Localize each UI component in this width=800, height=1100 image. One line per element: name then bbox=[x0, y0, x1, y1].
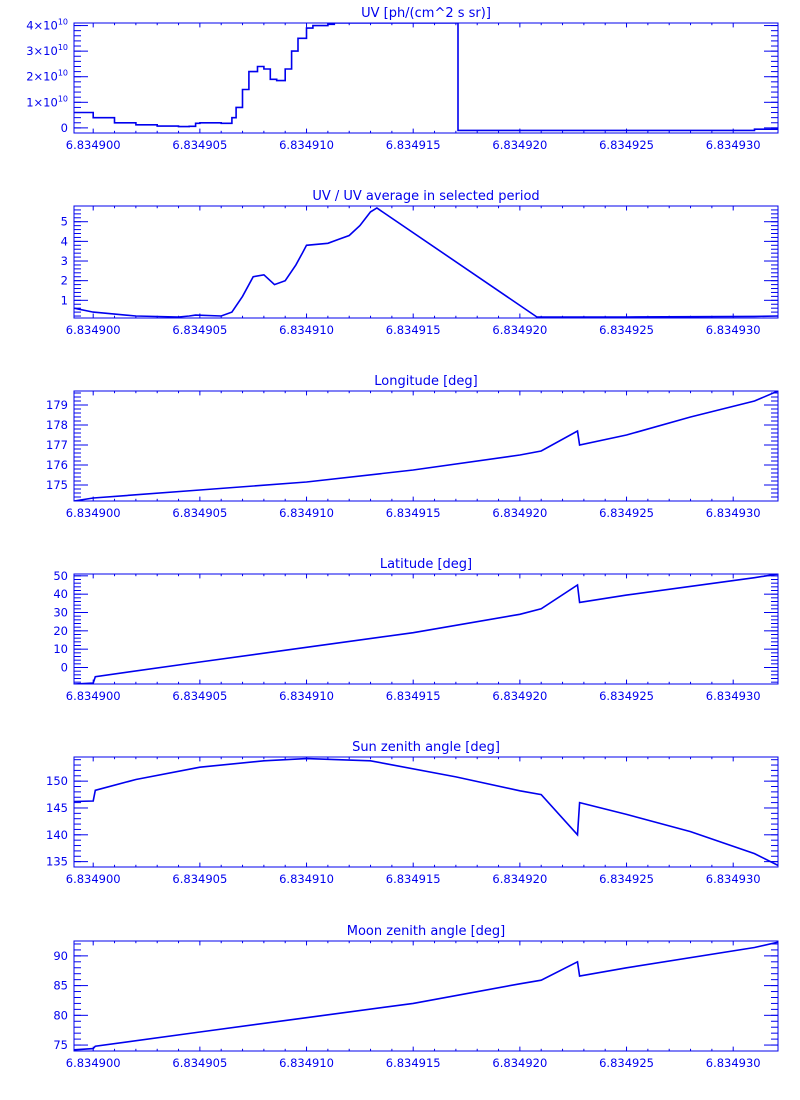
x-tick-label: 6.834910 bbox=[279, 323, 334, 337]
chart-panel-5: Sun zenith angle [deg] 6.834900 6.834905 6.… bbox=[46, 740, 779, 886]
y-tick-label: 4 bbox=[61, 234, 68, 248]
x-tick-label: 6.834910 bbox=[279, 506, 334, 520]
y-tick-label: 90 bbox=[53, 949, 68, 963]
x-tick-label: 6.834900 bbox=[66, 872, 121, 886]
x-tick-label: 6.834930 bbox=[706, 323, 761, 337]
x-tick-label: 6.834905 bbox=[172, 872, 227, 886]
y-tick-label: 80 bbox=[53, 1008, 68, 1022]
series-line-1 bbox=[74, 23, 778, 132]
y-tick-label: 177 bbox=[46, 438, 68, 452]
x-tick-label: 6.834905 bbox=[172, 1056, 227, 1070]
x-tick-label: 6.834930 bbox=[706, 1056, 761, 1070]
chart-title: Longitude [deg] bbox=[374, 374, 477, 389]
x-tick-label: 6.834905 bbox=[172, 689, 227, 703]
x-tick-label: 6.834910 bbox=[279, 689, 334, 703]
x-tick-label: 6.834920 bbox=[492, 872, 547, 886]
plot-frame bbox=[73, 756, 779, 868]
x-tick-label: 6.834900 bbox=[66, 138, 121, 152]
y-tick-label: 75 bbox=[53, 1038, 68, 1052]
x-tick-label: 6.834915 bbox=[386, 323, 441, 337]
y-tick-label: 2×1010 bbox=[26, 69, 68, 84]
series-line-1 bbox=[74, 391, 778, 501]
y-tick-label: 85 bbox=[53, 979, 68, 993]
x-tick-label: 6.834915 bbox=[386, 1056, 441, 1070]
y-tick-label: 178 bbox=[46, 418, 68, 432]
y-tick-label: 10 bbox=[53, 642, 68, 656]
y-tick-label: 175 bbox=[46, 478, 68, 492]
x-tick-label: 6.834920 bbox=[492, 506, 547, 520]
y-tick-label: 135 bbox=[46, 855, 68, 869]
y-tick-label: 179 bbox=[46, 398, 68, 412]
x-tick-label: 6.834925 bbox=[599, 1056, 654, 1070]
y-tick-label: 40 bbox=[53, 587, 68, 601]
chart-panel-2: UV / UV average in selected period 6.8349… bbox=[61, 189, 779, 337]
x-tick-label: 6.834910 bbox=[279, 872, 334, 886]
x-tick-label: 6.834900 bbox=[66, 323, 121, 337]
x-tick-label: 6.834925 bbox=[599, 689, 654, 703]
y-tick-label: 2 bbox=[61, 274, 68, 288]
x-tick-label: 6.834920 bbox=[492, 138, 547, 152]
x-tick-label: 6.834920 bbox=[492, 1056, 547, 1070]
chart-title: UV [ph/(cm^2 s sr)] bbox=[361, 6, 491, 21]
x-tick-label: 6.834915 bbox=[386, 872, 441, 886]
x-tick-label: 6.834915 bbox=[386, 506, 441, 520]
x-tick-label: 6.834905 bbox=[172, 506, 227, 520]
y-tick-label: 3×1010 bbox=[26, 43, 68, 58]
series-line-1 bbox=[74, 941, 778, 1051]
x-tick-label: 6.834915 bbox=[386, 689, 441, 703]
x-tick-label: 6.834915 bbox=[386, 138, 441, 152]
x-tick-label: 6.834910 bbox=[279, 138, 334, 152]
chart-panel-4: Latitude [deg] 6.834900 6.834905 6.834910 6.… bbox=[53, 557, 779, 703]
chart-panel-3: Longitude [deg] 6.834900 6.834905 6.834910 6… bbox=[46, 374, 779, 520]
y-tick-label: 4×1010 bbox=[26, 18, 68, 33]
x-tick-label: 6.834920 bbox=[492, 323, 547, 337]
y-tick-label: 176 bbox=[46, 458, 68, 472]
x-tick-label: 6.834910 bbox=[279, 1056, 334, 1070]
chart-panel-6: Moon zenith angle [deg] 6.834900 6.834905 6… bbox=[53, 924, 779, 1070]
series-line-1 bbox=[74, 207, 778, 318]
y-tick-label: 1×1010 bbox=[26, 94, 68, 109]
y-tick-label: 140 bbox=[46, 828, 68, 842]
plot-frame bbox=[73, 22, 779, 134]
y-tick-label: 50 bbox=[53, 569, 68, 583]
chart-title: Moon zenith angle [deg] bbox=[347, 924, 505, 939]
x-tick-label: 6.834925 bbox=[599, 872, 654, 886]
y-tick-label: 0 bbox=[61, 121, 68, 135]
plot-frame bbox=[73, 390, 779, 502]
y-tick-label: 1 bbox=[61, 293, 68, 307]
x-tick-label: 6.834900 bbox=[66, 689, 121, 703]
x-tick-label: 6.834900 bbox=[66, 506, 121, 520]
chart-panel-1: UV [ph/(cm^2 s sr)] 6.834900 6.834905 6.834… bbox=[26, 6, 779, 152]
y-tick-label: 3 bbox=[61, 254, 68, 268]
plot-frame bbox=[73, 205, 779, 319]
y-tick-label: 30 bbox=[53, 606, 68, 620]
x-tick-label: 6.834930 bbox=[706, 506, 761, 520]
chart-title: Sun zenith angle [deg] bbox=[352, 740, 500, 755]
plot-frame bbox=[73, 940, 779, 1052]
y-tick-label: 5 bbox=[61, 215, 68, 229]
x-tick-label: 6.834905 bbox=[172, 138, 227, 152]
y-tick-label: 0 bbox=[61, 661, 68, 675]
x-tick-label: 6.834925 bbox=[599, 138, 654, 152]
y-tick-label: 150 bbox=[46, 774, 68, 788]
x-tick-label: 6.834930 bbox=[706, 138, 761, 152]
x-tick-label: 6.834920 bbox=[492, 689, 547, 703]
series-line-1 bbox=[74, 757, 778, 867]
x-tick-label: 6.834905 bbox=[172, 323, 227, 337]
x-tick-label: 6.834930 bbox=[706, 872, 761, 886]
plot-frame bbox=[73, 573, 779, 685]
chart-title: UV / UV average in selected period bbox=[312, 189, 539, 204]
x-tick-label: 6.834925 bbox=[599, 506, 654, 520]
x-tick-label: 6.834930 bbox=[706, 689, 761, 703]
series-line-1 bbox=[74, 574, 778, 684]
chart-title: Latitude [deg] bbox=[380, 557, 472, 572]
y-tick-label: 145 bbox=[46, 801, 68, 815]
x-tick-label: 6.834925 bbox=[599, 323, 654, 337]
x-tick-label: 6.834900 bbox=[66, 1056, 121, 1070]
y-tick-label: 20 bbox=[53, 624, 68, 638]
